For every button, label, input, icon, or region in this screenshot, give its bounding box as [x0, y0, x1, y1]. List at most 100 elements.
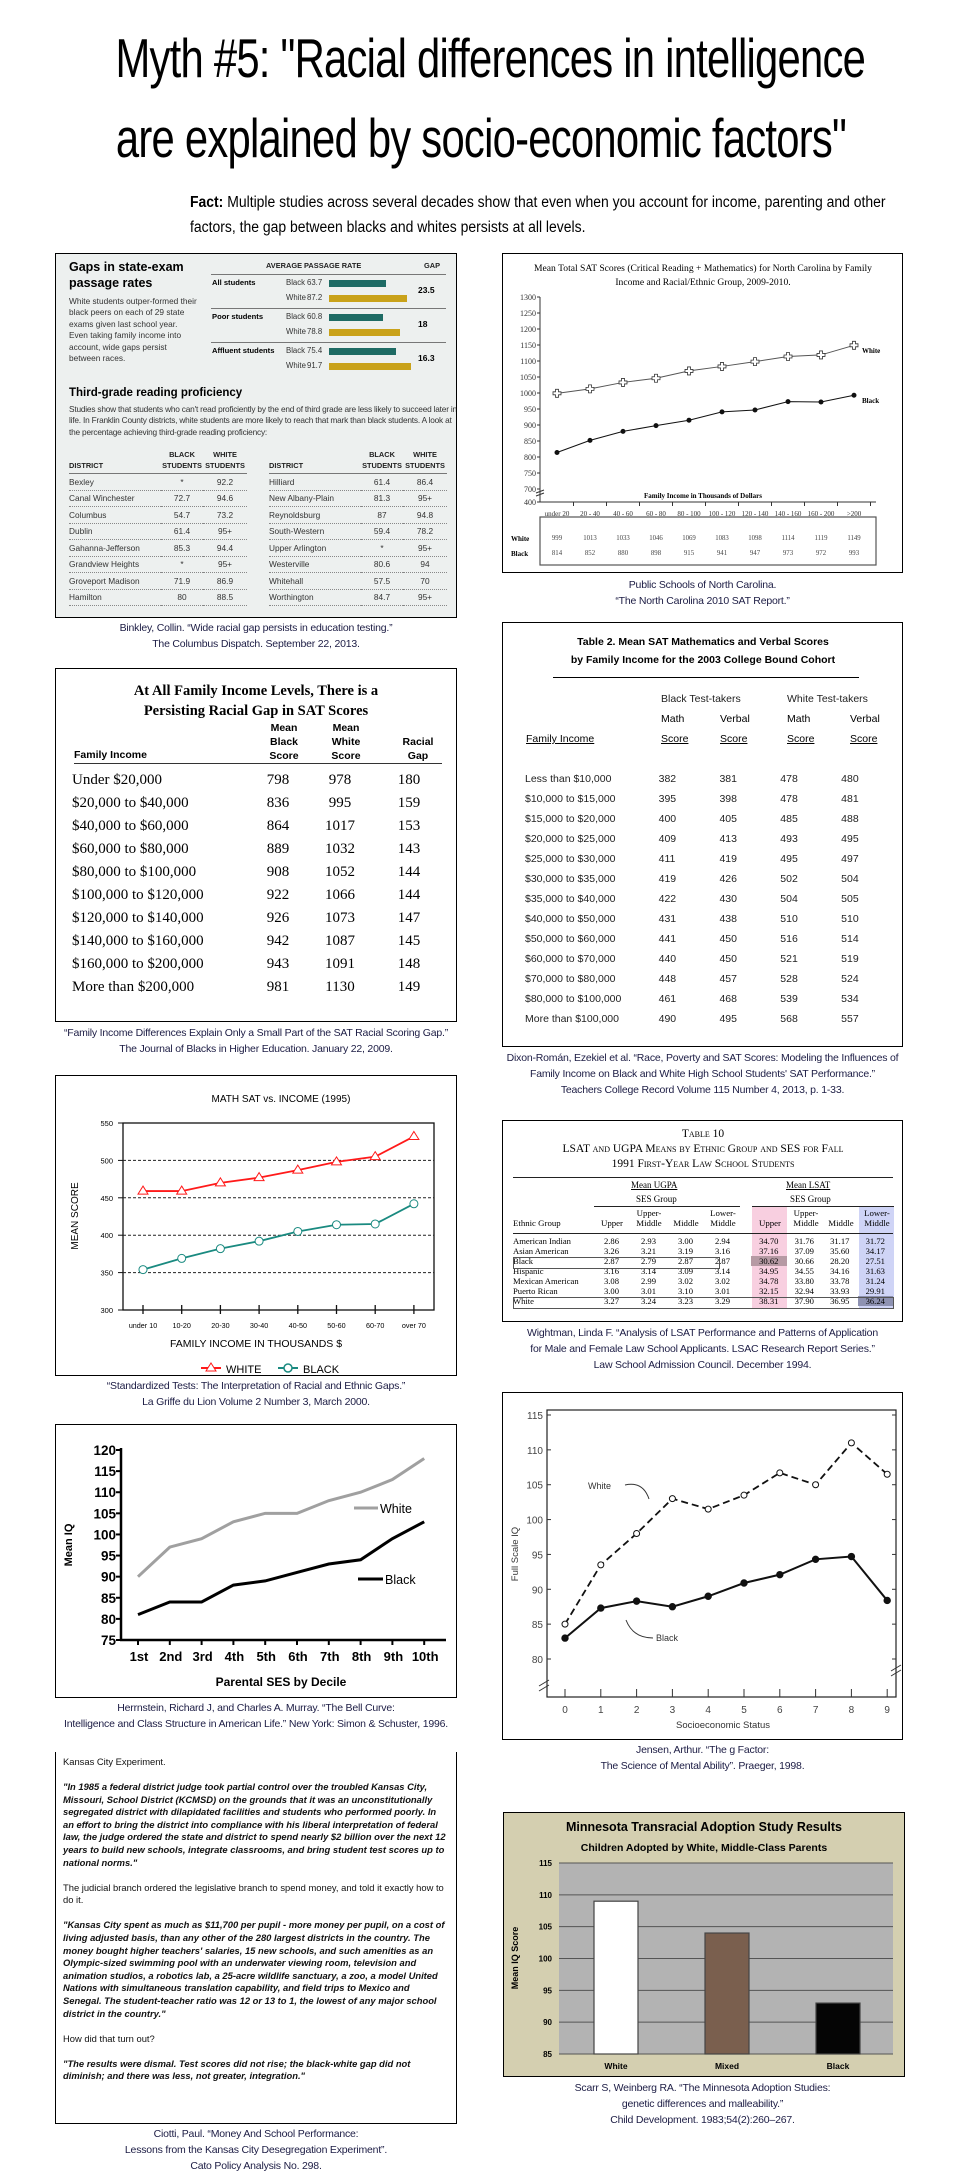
table-cell: 1073	[325, 910, 355, 926]
y-tick-label: 95	[543, 1986, 552, 1995]
table-cell: 995	[328, 795, 352, 811]
table-row: $120,000 to $140,000 926 1073 147	[72, 907, 442, 930]
y-tick-label: 115	[539, 1859, 552, 1868]
x-tick-label: Black	[827, 2061, 850, 2071]
table-cell: 147	[397, 910, 421, 926]
table-cell: 57.5	[361, 572, 403, 590]
data-point-white	[330, 1155, 343, 1166]
minnesota-adoption-chart: Minnesota Transracial Adoption Study Res…	[503, 1812, 905, 2077]
data-point-white	[717, 362, 727, 371]
table-row: $80,000 to $100,000 461 468 539 534	[525, 989, 902, 1009]
table-cell: 94	[403, 556, 447, 573]
col-district: DISTRICT	[69, 450, 161, 474]
kansas-quote: "The results were dismal. Test scores di…	[63, 2057, 411, 2082]
column-header: Upper- Middle	[788, 1208, 824, 1228]
table-cell: 528	[780, 973, 798, 985]
data-point-black	[215, 1244, 225, 1254]
table-row: $140,000 to $160,000 942 1087 145	[72, 930, 442, 953]
sat-gap-table: Under $20,000 798 978 180 $20,000 to $40,000…	[72, 769, 442, 999]
table-cell: 2.93	[640, 1236, 657, 1246]
data-point-black	[293, 1226, 303, 1236]
y-tick-label: 90	[101, 1570, 116, 1585]
group-divider	[211, 308, 446, 309]
table2-figure: Table 2. Mean SAT Mathematics and Verbal…	[502, 622, 903, 1047]
caption: Jensen, Arthur. “The g Factor: The Scienc…	[480, 1742, 925, 1774]
table-row: $60,000 to $80,000 889 1032 143	[72, 838, 442, 861]
data-point-black	[597, 1604, 605, 1612]
district-row: Upper Arlington * 95+	[269, 539, 447, 557]
table-cell: 381	[719, 773, 737, 785]
minnesota-svg: Minnesota Transracial Adoption Study Res…	[510, 1820, 893, 2071]
data-point-black	[620, 428, 626, 434]
table-cell: Upper Arlington	[269, 539, 361, 557]
data-point-black	[177, 1253, 187, 1263]
spacer	[741, 1276, 751, 1286]
title-line: Persisting Racial Gap in SAT Scores	[143, 703, 369, 719]
table-cell: 981	[266, 979, 290, 995]
table-cell: 534	[841, 993, 859, 1005]
header-line: Upper-	[636, 1208, 662, 1218]
bar-black	[815, 2002, 861, 2055]
data-point-white	[783, 352, 793, 361]
y-tick-label: 80	[532, 1655, 544, 1666]
caption-line: Dixon-Román, Ezekiel et al. “Race, Pover…	[506, 1052, 899, 1064]
x-tick-label: 5th	[256, 1649, 276, 1664]
table-cell: 413	[719, 833, 737, 845]
district-row: Grandview Heights * 95+	[69, 556, 247, 573]
table10-body: American Indian 2.86 2.93 3.00 2.94 34.70 31.7…	[513, 1236, 893, 1306]
table-row: $35,000 to $40,000 422 430 504 505	[525, 889, 902, 909]
table-cell: $35,000 to $40,000	[525, 893, 616, 905]
caption-line: Intelligence and Class Structure in Amer…	[64, 1718, 448, 1730]
col-black-score: Mean Black Score	[269, 722, 299, 762]
table-cell: 3.09	[677, 1266, 694, 1276]
table-cell: 504	[841, 873, 859, 885]
table-cell: 461	[658, 993, 677, 1005]
table-row: $15,000 to $20,000 400 405 485 488	[525, 809, 902, 829]
district-row: Bexley * 92.2	[69, 473, 247, 491]
table-row: $20,000 to $40,000 836 995 159	[72, 792, 442, 815]
table-cell: 426	[719, 873, 737, 885]
table-cell: 419	[719, 853, 737, 865]
white-rate-bar	[329, 329, 400, 336]
group-label: All students	[212, 278, 256, 287]
district-row: South-Western 59.4 78.2	[269, 523, 447, 540]
table-cell: 2.94	[714, 1236, 731, 1246]
y-tick-label: 85	[101, 1591, 117, 1606]
x-tick-label: 9	[884, 1705, 890, 1716]
caption-line: “The North Carolina 2010 SAT Report.”	[615, 595, 790, 607]
y-tick-label: 950	[524, 405, 536, 414]
black-rate-bar	[329, 314, 384, 321]
x-tick-label: 40 - 60	[613, 510, 633, 518]
table-cell: $60,000 to $80,000	[72, 841, 189, 857]
jensen-chart: Full Scale IQ Socioeconomic Status White…	[502, 1392, 903, 1740]
table-cell: Bexley	[69, 473, 161, 491]
data-point-black	[719, 409, 725, 415]
caption-line: Lessons from the Kansas City Desegregati…	[124, 2144, 388, 2156]
table-cell: 95+	[203, 523, 247, 540]
rate-value: 63.7	[307, 278, 323, 287]
y-tick-label: 90	[532, 1585, 544, 1596]
table-value-black: 947	[750, 550, 761, 557]
table-cell: 36.95	[830, 1296, 850, 1306]
table-cell: 32.94	[794, 1286, 814, 1296]
table-row: Asian American 3.26 3.21 3.19 3.16 37.16 37.09…	[513, 1246, 893, 1256]
table-row: $20,000 to $25,000 409 413 493 495	[525, 829, 902, 849]
axis-break-icon	[890, 1664, 902, 1677]
table-cell: 400	[658, 813, 677, 825]
table-cell: 497	[841, 853, 859, 865]
legend-label-black: BLACK	[303, 1364, 340, 1376]
x-axis-title: Family Income in Thousands of Dollars	[644, 492, 762, 500]
black-rate-bar	[329, 348, 397, 355]
district-row: Dublin 61.4 95+	[69, 523, 247, 540]
table-cell: 510	[841, 913, 859, 925]
table-cell: $30,000 to $35,000	[525, 873, 616, 885]
title-line: LSAT and UGPA Means by Ethnic Group and …	[562, 1143, 844, 1155]
y-tick-label: 80	[101, 1612, 116, 1627]
table-cell: 1052	[325, 864, 355, 880]
table-row: $160,000 to $200,000 943 1091 148	[72, 953, 442, 976]
table-cell: 1130	[325, 979, 355, 995]
district-row: Hilliard 61.4 86.4	[269, 473, 447, 491]
title-line: Myth #5: "Racial differences in intellig…	[115, 27, 866, 89]
table-cell: 440	[658, 953, 677, 965]
bar-mixed	[704, 1932, 750, 2055]
